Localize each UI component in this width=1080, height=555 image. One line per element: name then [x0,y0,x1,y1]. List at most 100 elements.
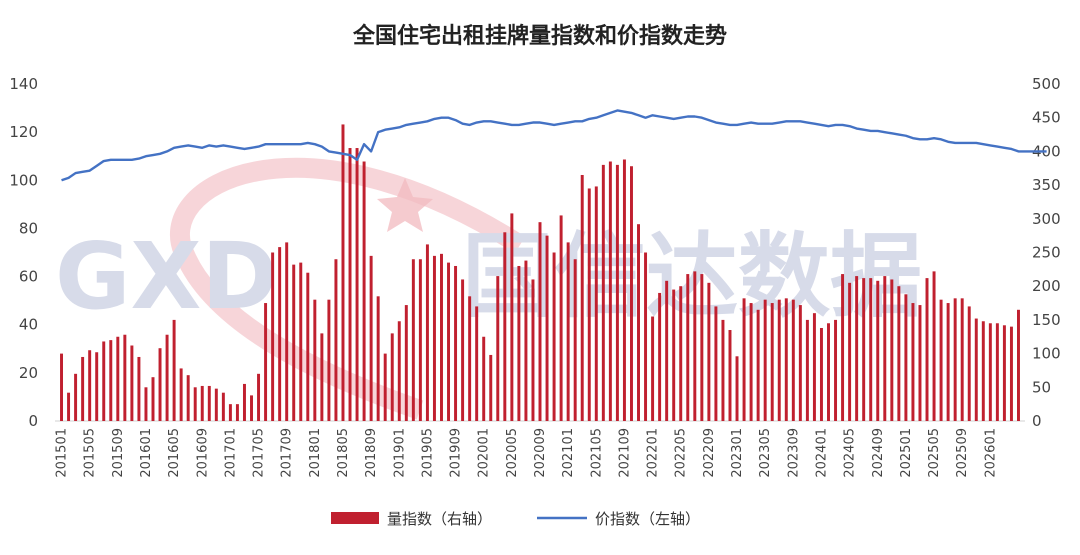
bar [461,279,465,421]
x-tick-label: 201609 [195,428,210,478]
x-tick-label: 201505 [83,428,98,478]
left-tick-label: 80 [19,219,38,237]
bar [390,333,394,421]
bar [207,385,211,421]
bar [1002,325,1006,421]
bar [601,164,605,421]
bar [651,316,655,421]
bar [686,274,690,421]
bar [221,392,225,421]
chart-title: 全国住宅出租挂牌量指数和价指数走势 [352,23,727,49]
x-tick-label: 202305 [758,428,773,478]
bar [109,340,113,421]
bar [953,298,957,421]
bar [95,352,99,421]
bar [679,286,683,421]
bar [946,303,950,421]
bar [334,259,338,421]
bar [193,387,197,421]
bar [144,387,148,421]
bar [587,188,591,421]
bar [594,186,598,421]
bar [355,148,359,421]
bar [186,375,190,421]
bar [728,330,732,421]
right-tick-label: 200 [1032,277,1061,295]
bar [658,292,662,421]
bar [88,350,92,421]
bar [475,306,479,421]
bar [376,296,380,421]
bar [756,309,760,421]
bar [242,383,246,421]
x-tick-label: 202101 [561,428,576,478]
x-tick-label: 202105 [589,428,604,478]
x-tick-label: 202405 [843,428,858,478]
left-tick-label: 140 [9,75,38,93]
bar [805,319,809,421]
bar [812,313,816,421]
legend-swatch-bar [331,512,379,524]
bar [637,224,640,421]
bar [468,296,472,421]
bar [503,232,507,421]
x-tick-label: 201901 [392,428,407,478]
bar [299,262,303,421]
bar [383,353,387,421]
legend-label-line: 价指数（左轴） [595,510,700,528]
bar [1009,326,1013,421]
bar [447,262,451,421]
bar [897,286,901,421]
bar [791,299,795,421]
right-tick-label: 50 [1032,378,1051,396]
bar [165,334,169,421]
bar [172,319,176,421]
x-tick-label: 202109 [617,428,632,478]
bar [784,298,788,421]
bar [939,299,943,421]
bar [735,356,739,421]
x-tick-label: 201701 [223,428,238,478]
right-tick-label: 250 [1032,244,1061,262]
bar [404,305,408,421]
x-tick-label: 201805 [336,428,351,478]
bar [123,334,127,421]
bar [904,294,908,421]
bar [615,164,619,421]
right-tick-label: 450 [1032,109,1061,127]
bar [348,148,352,421]
bar [235,404,239,421]
right-tick-label: 300 [1032,210,1061,228]
bar [81,356,85,421]
bar [432,255,436,421]
x-tick-label: 201605 [167,428,182,478]
x-tick-label: 201709 [280,428,295,478]
bar [742,298,746,421]
x-tick-label: 202009 [533,428,548,478]
bar [510,213,514,421]
bar [770,303,774,421]
line-series [61,109,1047,182]
bar [960,298,964,421]
bar [834,319,838,421]
bar [306,272,310,421]
bar [257,373,261,421]
bar [608,161,612,421]
bar [440,253,443,421]
bar [644,252,648,421]
bar [932,271,936,421]
x-tick-label: 201509 [111,428,126,478]
bar [320,333,324,421]
left-tick-label: 120 [9,123,38,141]
bar [700,274,704,421]
watermark-star [377,178,433,232]
bar [552,252,556,421]
bar [362,161,366,421]
bar [883,276,887,421]
bar [524,260,528,421]
right-tick-label: 0 [1032,412,1042,430]
bar [228,404,232,421]
bar [819,327,823,421]
bar [151,377,155,421]
bar [630,166,633,421]
